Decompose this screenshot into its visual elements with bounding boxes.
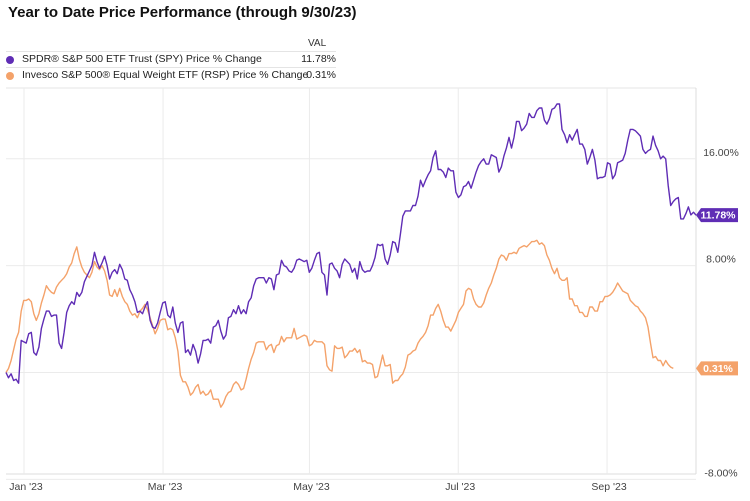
x-tick-label: Jul '23 <box>445 481 475 493</box>
end-value-flag-rsp: 0.31% <box>696 361 738 376</box>
legend-label-rsp: Invesco S&P 500® Equal Weight ETF (RSP) … <box>22 69 309 81</box>
legend-item-rsp[interactable]: Invesco S&P 500® Equal Weight ETF (RSP) … <box>6 69 336 85</box>
legend-divider <box>6 51 336 52</box>
x-tick-label: May '23 <box>293 481 330 493</box>
x-tick-label: Jan '23 <box>9 481 43 493</box>
end-value-label: 0.31% <box>703 363 733 375</box>
legend-label-spy: SPDR® S&P 500 ETF Trust (SPY) Price % Ch… <box>22 53 262 65</box>
legend-marker-rsp <box>6 72 14 80</box>
legend-item-spy[interactable]: SPDR® S&P 500 ETF Trust (SPY) Price % Ch… <box>6 53 336 69</box>
end-value-label: 11.78% <box>700 210 736 222</box>
series-line-spy[interactable] <box>5 103 697 384</box>
legend-value-header: VAL <box>308 38 327 49</box>
y-tick-label: -8.00% <box>704 467 737 479</box>
series-line-rsp[interactable] <box>5 239 674 408</box>
legend-value-spy: 11.78% <box>301 53 336 65</box>
x-tick-label: Sep '23 <box>591 481 626 493</box>
end-value-flag-bg <box>696 361 738 376</box>
end-value-flag-bg <box>696 208 738 223</box>
chart-title: Year to Date Price Performance (through … <box>8 4 357 21</box>
legend-marker-spy <box>6 56 14 64</box>
x-tick-label: Mar '23 <box>148 481 183 493</box>
legend-value-rsp: 0.31% <box>306 69 336 81</box>
y-tick-label: 16.00% <box>703 147 739 159</box>
legend-divider <box>6 67 336 68</box>
end-value-flag-spy: 11.78% <box>696 208 738 223</box>
y-tick-label: 8.00% <box>706 254 736 266</box>
